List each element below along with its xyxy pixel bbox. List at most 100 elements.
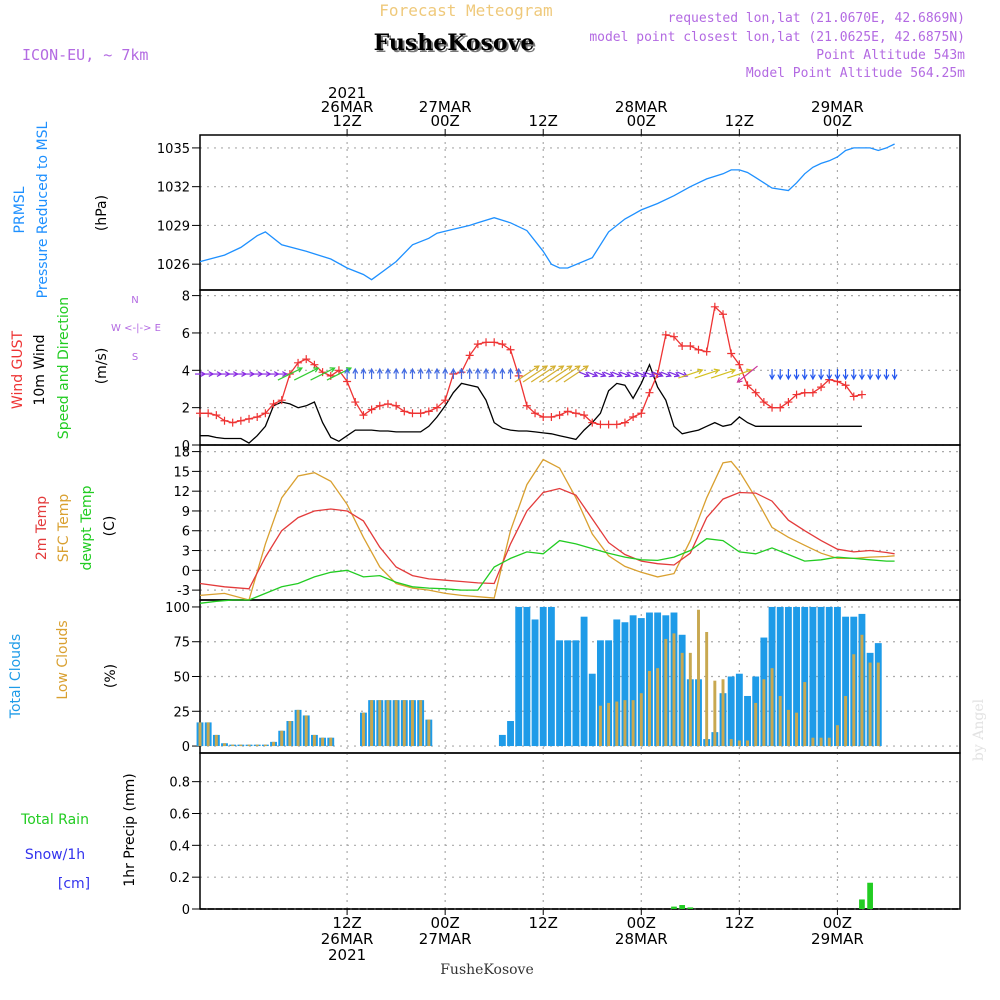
wind-gust-marker: [743, 381, 752, 390]
wind-arrow-shaft: [611, 371, 622, 377]
y-tick-label: 2: [182, 402, 190, 417]
low-cloud-bar: [803, 682, 807, 747]
wind-gust-marker: [571, 409, 580, 418]
y-tick-label: 6: [182, 525, 190, 540]
wind-gust-marker: [727, 349, 736, 358]
wind-gust-marker: [441, 396, 450, 405]
total-cloud-bar: [793, 606, 800, 747]
wind-gust-marker: [678, 342, 687, 351]
total-cloud-bar: [842, 616, 850, 747]
x-tick-label: 00Z: [823, 914, 852, 932]
total-cloud-bar: [833, 606, 841, 747]
wind-gust-marker: [547, 412, 556, 421]
wind-arrow-shaft: [563, 365, 589, 383]
wind-gust-marker: [857, 390, 866, 399]
low-cloud-bar: [386, 700, 390, 747]
low-cloud-bar: [819, 737, 823, 747]
low-cloud-bar: [868, 662, 872, 747]
wind-arrow-head: [296, 367, 304, 373]
wind-arrow-shaft: [644, 371, 655, 377]
wind-arrow-shaft: [619, 371, 631, 377]
credit-watermark: by Angel: [971, 698, 987, 761]
wind-gust-marker: [710, 302, 719, 311]
wind-gust-marker: [359, 411, 368, 420]
y-tick-label: 8: [182, 290, 190, 305]
wind-gust-marker: [269, 399, 278, 408]
wind-gust-marker: [841, 381, 850, 390]
compass-we: W <-|-> E: [111, 323, 161, 334]
wind-arrow-head: [385, 367, 391, 374]
wind-gust-marker: [719, 310, 728, 319]
total-cloud-bar: [507, 721, 514, 747]
total-cloud-bar: [817, 606, 825, 747]
y-tick-label: 0.8: [169, 776, 190, 791]
wind-gust-marker: [629, 412, 638, 421]
x-tick-label: 27MAR: [419, 98, 472, 116]
x-tick-label: 12Z: [725, 112, 754, 130]
wind-gust-marker: [849, 392, 858, 401]
total-cloud-bar: [605, 640, 613, 747]
wind-arrow-head: [641, 371, 648, 378]
y-tick-label: 1035: [157, 142, 190, 157]
wind-arrow-head: [697, 368, 704, 375]
total-cloud-bar: [629, 615, 637, 747]
total-cloud-bar: [515, 606, 523, 747]
wind-gust-marker: [424, 407, 433, 416]
wind-gust-marker: [277, 396, 286, 405]
wind-arrow-shaft: [587, 371, 598, 377]
x-tick-label: 00Z: [627, 112, 656, 130]
wind-arrow-head: [409, 367, 416, 374]
total-cloud-bar: [564, 640, 572, 747]
panel-pressure: 1026 1029 1032 1035: [157, 134, 961, 291]
wind-gust-marker: [612, 420, 621, 429]
x-tick-label: 12Z: [529, 112, 558, 130]
wind-arrow-head: [665, 371, 672, 378]
wind-gust-marker: [220, 416, 229, 425]
label-total-clouds: Total Clouds: [8, 634, 24, 719]
wind-gust-marker: [253, 412, 262, 421]
low-cloud-bar: [296, 709, 300, 747]
wind-arrow-head: [352, 367, 359, 374]
low-cloud-bar: [835, 725, 839, 747]
wind-arrow-head: [474, 367, 481, 374]
total-cloud-bar: [621, 622, 629, 747]
wind-arrow-head: [713, 368, 720, 375]
total-cloud-bar: [809, 606, 817, 747]
low-cloud-bar: [770, 668, 774, 747]
rain-bar: [679, 905, 686, 909]
total-cloud-bar: [727, 676, 735, 747]
wind-gust-marker: [645, 388, 654, 397]
panel-frame: [199, 752, 961, 910]
plot-area: 102610291032103502468-303691215180255075…: [8, 84, 961, 964]
wind-arrow-head: [584, 371, 591, 378]
low-cloud-bar: [329, 737, 333, 747]
low-cloud-bar: [607, 702, 611, 747]
wind-arrow-head: [600, 371, 607, 378]
wind-gust-marker: [432, 403, 441, 412]
wind-gust-marker: [351, 398, 360, 407]
label-sfc-temp: SFC Temp: [56, 494, 72, 563]
wind-arrow-head: [507, 367, 514, 374]
total-cloud-bar: [735, 673, 743, 747]
low-cloud-bar: [705, 631, 709, 747]
wind-gust-marker: [482, 338, 491, 347]
total-cloud-bar: [572, 640, 580, 747]
wind-gust-marker: [383, 399, 392, 408]
total-cloud-bar: [580, 616, 588, 747]
model-altitude: Model Point Altitude 564.25m: [746, 66, 965, 81]
low-cloud-bar: [623, 700, 627, 747]
x-tick-label: 2021: [328, 84, 366, 102]
low-cloud-bar: [860, 634, 864, 747]
low-cloud-bar: [239, 744, 243, 747]
low-cloud-bar: [288, 721, 292, 747]
wind-gust-marker: [473, 340, 482, 349]
total-cloud-bar: [825, 606, 833, 747]
low-cloud-bar: [361, 712, 365, 747]
wind-arrow-head: [867, 374, 874, 381]
y-tick-label: 0.6: [169, 807, 190, 822]
y-tick-label: 6: [182, 327, 190, 342]
compass-n: N: [131, 295, 138, 306]
panel-frame: [199, 134, 961, 291]
wind-gust-marker: [212, 411, 221, 420]
